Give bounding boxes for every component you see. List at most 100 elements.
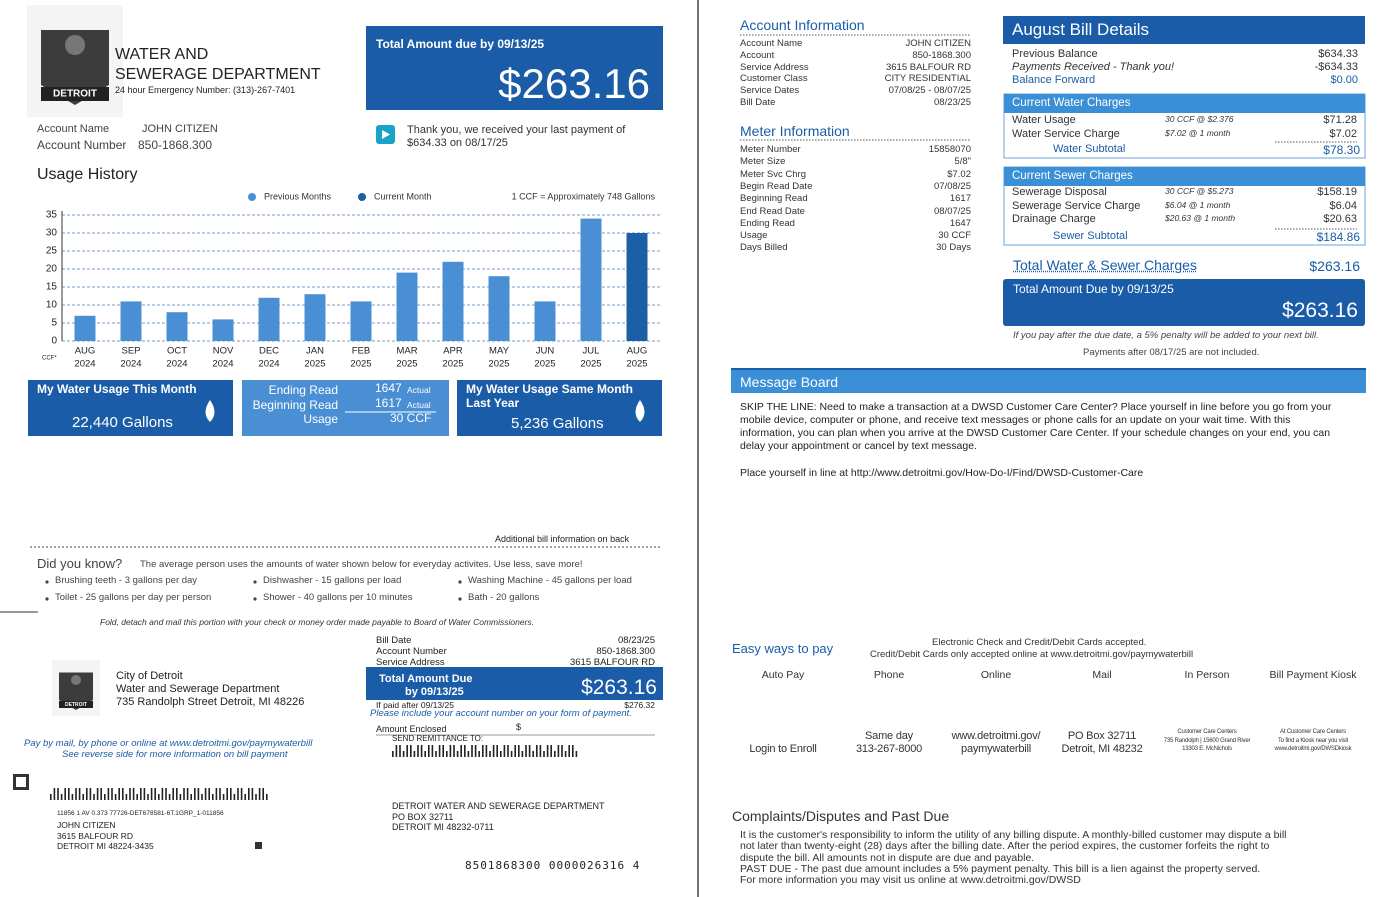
remit-value: 850-1868.300 <box>596 646 655 657</box>
tile <box>242 380 449 436</box>
barcode <box>262 788 264 800</box>
total-charges-amount: $263.16 <box>1309 258 1360 274</box>
barcode <box>194 788 196 800</box>
send-to: SEND REMITTANCE TO: <box>392 734 484 743</box>
barcode <box>568 745 570 757</box>
drop-icon <box>635 400 645 422</box>
x-tick-label: JUL <box>583 346 600 357</box>
account-value: 850-1868.300 <box>138 138 213 152</box>
info-label: Customer Class <box>740 73 808 85</box>
barcode <box>446 751 448 757</box>
charge-rate: $20.63 @ 1 month <box>1165 213 1236 223</box>
barcode <box>201 794 203 800</box>
barcode <box>456 751 459 757</box>
barcode <box>71 794 74 800</box>
barcode <box>104 794 106 800</box>
legend-swatch <box>358 193 366 201</box>
charge-rate: $7.02 @ 1 month <box>1165 127 1231 138</box>
read-value: 1647 <box>375 381 402 395</box>
barcode <box>496 745 498 757</box>
charge-name: Drainage Charge <box>1012 213 1096 225</box>
charge-rate: 30 CCF @ $2.376 <box>1165 114 1234 124</box>
logo <box>59 701 93 708</box>
barcode <box>208 788 210 800</box>
pay-title: Easy ways to pay <box>732 641 834 656</box>
barcode <box>431 745 434 757</box>
x-tick-year: 2025 <box>488 359 509 370</box>
barcode <box>226 788 228 800</box>
total-due-label: Total Amount Due by 09/13/25 <box>1013 282 1174 296</box>
info-value: CITY RESIDENTIAL <box>884 73 971 85</box>
barcode <box>86 788 88 800</box>
barcode <box>93 794 95 800</box>
info-value: JOHN CITIZEN <box>905 38 971 49</box>
info-label: Account <box>740 49 775 61</box>
pay-note: Credit/Debit Cards only accepted online … <box>870 649 1194 660</box>
barcode <box>402 751 405 757</box>
barcode <box>64 788 66 800</box>
department-name: WATER AND <box>115 46 209 63</box>
bullet <box>458 580 462 584</box>
charge-amount: $71.28 <box>1323 114 1357 126</box>
customer-line: 11856 1 AV 0.373 77726-DET678581-6T.1GRP… <box>57 810 224 817</box>
barcode <box>244 794 246 800</box>
barcode <box>89 788 92 800</box>
chart-title: Usage History <box>37 166 138 183</box>
barcode <box>197 788 200 800</box>
barcode <box>140 788 142 800</box>
info-label: Beginning Read <box>740 193 808 205</box>
barcode <box>546 745 549 757</box>
barcode <box>489 751 491 757</box>
info-label: End Read Date <box>740 205 805 217</box>
barcode <box>395 745 398 757</box>
dyk-item: Brushing teeth - 3 gallons per day <box>55 575 198 586</box>
due-amount: $263.16 <box>498 60 650 107</box>
barcode <box>417 745 419 757</box>
info-label: Meter Number <box>740 144 801 155</box>
read-value: 30 CCF <box>390 411 432 425</box>
y-tick-label: 25 <box>46 246 58 257</box>
barcode <box>100 788 102 800</box>
barcode <box>492 745 495 757</box>
barcode <box>536 745 538 757</box>
x-tick-year: 2025 <box>626 359 647 370</box>
info-label: Days Billed <box>740 242 788 254</box>
info-value: 15858070 <box>928 144 971 155</box>
read-label: Beginning Read <box>252 398 338 412</box>
barcode <box>572 745 574 757</box>
payee-line: DETROIT WATER AND SEWERAGE DEPARTMENT <box>392 801 605 811</box>
include-note: Please include your account number on yo… <box>370 708 632 719</box>
x-tick-label: APR <box>443 346 463 357</box>
read-label: Ending Read <box>268 383 338 397</box>
logo <box>41 87 109 101</box>
barcode <box>237 788 239 800</box>
barcode <box>266 794 268 800</box>
barcode <box>564 751 567 757</box>
barcode <box>158 794 160 800</box>
logo <box>71 675 81 685</box>
info-label: Service Address <box>740 61 809 73</box>
customer-line: JOHN CITIZEN <box>57 819 116 830</box>
dyk-item: Dishwasher - 15 gallons per load <box>263 575 402 586</box>
barcode <box>75 788 77 800</box>
barcode <box>449 745 452 757</box>
legend-swatch <box>248 193 256 201</box>
read-value: 1617 <box>375 396 402 410</box>
barcode <box>50 794 52 800</box>
enclosed-value: $ <box>516 722 522 732</box>
balance-value: $0.00 <box>1330 74 1358 86</box>
x-tick-label: SEP <box>121 346 140 357</box>
x-tick-label: AUG <box>627 346 648 357</box>
tile-title: My Water Usage Same Month Last Year <box>466 382 633 410</box>
remit-label: Service Address <box>376 657 445 668</box>
qr-code <box>255 842 262 849</box>
barcode <box>406 745 408 757</box>
x-tick-year: 2024 <box>212 359 233 370</box>
bar <box>442 261 464 341</box>
complaints-text: For more information you may visit us on… <box>740 874 1081 887</box>
barcode <box>453 745 455 757</box>
pay-method: Phone <box>873 669 905 681</box>
penalty-note: If you pay after the due date, a 5% pena… <box>1013 330 1319 341</box>
last-payment: Thank you, we received your last payment… <box>407 124 626 149</box>
logo <box>59 672 93 710</box>
